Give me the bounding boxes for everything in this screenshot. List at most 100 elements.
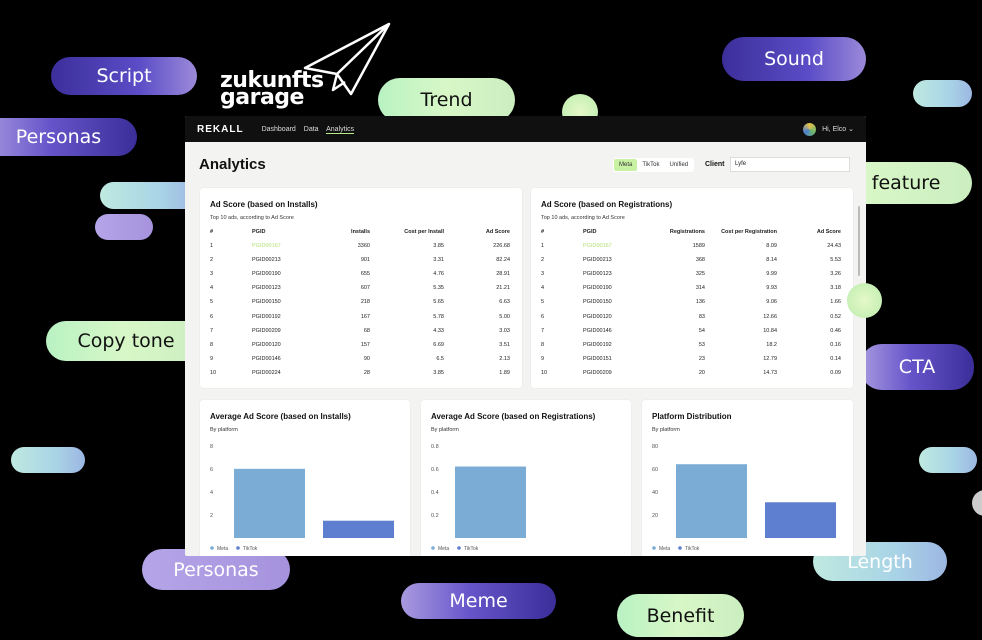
table-row[interactable]: 3 PGID00190 655 4.76 28.91: [210, 267, 510, 281]
cell-ad-score: 0.16: [830, 341, 841, 348]
table-row[interactable]: 8 PGID00192 53 18.2 0.16: [541, 338, 841, 352]
cell-count: 167: [360, 313, 370, 320]
cell-cost: 12.66: [763, 313, 777, 320]
cell-count: 3360: [357, 243, 370, 250]
cell-pgid: PGID00151: [583, 355, 612, 362]
cell-rank: 4: [210, 285, 214, 292]
client-select[interactable]: Lyfe: [730, 157, 850, 172]
table-row[interactable]: 1 PGID00167 1589 8.09 24.43: [541, 239, 841, 253]
cell-cost: 3.31: [433, 257, 444, 264]
cell-pgid: PGID00167: [252, 243, 281, 250]
cell-rank: 5: [541, 299, 545, 306]
legend-swatch: [457, 546, 461, 550]
pill-copy-tone: Copy tone: [46, 321, 206, 361]
bar-meta: [676, 464, 747, 538]
cell-count: 655: [360, 271, 370, 278]
table-row[interactable]: 10 PGID00224 28 3.85 1.89: [210, 366, 510, 380]
table-row[interactable]: 5 PGID00150 136 9.06 1.66: [541, 295, 841, 309]
nav-analytics[interactable]: Analytics: [326, 125, 355, 134]
cell-ad-score: 24.43: [827, 243, 841, 250]
chart-subtitle: By platform: [210, 427, 238, 433]
user-greeting: Hi, Elco ⌄: [822, 126, 854, 133]
table-row[interactable]: 1 PGID00167 3360 3.85 226.68: [210, 239, 510, 253]
table-row[interactable]: 3 PGID00123 325 9.99 3.26: [541, 267, 841, 281]
cell-rank: 2: [210, 257, 214, 264]
table-row[interactable]: 6 PGID00120 83 12.66 0.52: [541, 309, 841, 323]
cell-cost: 8.14: [766, 257, 777, 264]
cell-rank: 9: [541, 355, 545, 362]
page-title: Analytics: [199, 156, 266, 173]
cell-cost: 10.84: [763, 327, 777, 334]
legend-label: TikTok: [464, 546, 479, 552]
main-nav: Dashboard Data Analytics: [261, 125, 361, 134]
legend-label: Meta: [217, 546, 228, 552]
cell-ad-score: 82.24: [496, 257, 510, 264]
table-header-row: # PGID Registrations Cost per Registrati…: [541, 225, 841, 239]
cell-pgid: PGID00192: [583, 341, 612, 348]
table-row[interactable]: 8 PGID00120 157 6.69 3.51: [210, 338, 510, 352]
cell-cost: 18.2: [766, 341, 777, 348]
table-row[interactable]: 9 PGID00146 90 6.5 2.13: [210, 352, 510, 366]
chart-card-platform: Platform Distribution By platform 20 40 60…: [642, 400, 853, 556]
top-nav-bar: REKALL Dashboard Data Analytics Hi, Elco…: [185, 116, 866, 142]
bar-meta: [455, 466, 526, 538]
y-tick-label: 0.6: [431, 467, 439, 473]
cell-rank: 8: [541, 341, 545, 348]
table-row[interactable]: 2 PGID00213 901 3.31 82.24: [210, 253, 510, 267]
col-installs: Installs: [351, 229, 370, 235]
table-row[interactable]: 4 PGID00123 607 5.35 21.21: [210, 281, 510, 295]
table-row[interactable]: 7 PGID00209 68 4.33 3.03: [210, 324, 510, 338]
pill-sound: Sound: [722, 37, 866, 81]
cell-rank: 5: [210, 299, 214, 306]
bar-chart-platform: 20 40 60 80 Meta TikTok: [652, 444, 836, 552]
nav-data[interactable]: Data: [303, 125, 319, 133]
cell-rank: 7: [210, 327, 214, 334]
cell-pgid: PGID00224: [252, 369, 281, 376]
tab-unified[interactable]: Unified: [669, 162, 689, 168]
y-tick-label: 80: [652, 444, 658, 450]
cell-count: 68: [363, 327, 370, 334]
legend-swatch: [431, 546, 435, 550]
scrollbar-thumb[interactable]: [858, 206, 860, 276]
pill-script: Script: [51, 57, 197, 95]
cell-rank: 10: [541, 369, 548, 376]
registrations-card-title: Ad Score (based on Registrations): [541, 200, 673, 209]
bar-tiktok: [765, 502, 836, 538]
table-row[interactable]: 7 PGID00146 54 10.84 0.46: [541, 324, 841, 338]
cell-cost: 8.09: [766, 243, 777, 250]
table-row[interactable]: 2 PGID00213 368 8.14 5.53: [541, 253, 841, 267]
cell-ad-score: 5.53: [830, 257, 841, 264]
tab-tiktok[interactable]: TikTok: [642, 162, 660, 168]
cell-pgid: PGID00209: [252, 327, 281, 334]
table-row[interactable]: 5 PGID00150 218 5.65 6.63: [210, 295, 510, 309]
chart-title: Average Ad Score (based on Registrations…: [431, 412, 596, 421]
y-tick-label: 0.2: [431, 513, 439, 519]
tab-meta[interactable]: Meta: [614, 159, 638, 171]
cell-count: 607: [360, 285, 370, 292]
table-row[interactable]: 4 PGID00190 314 9.93 3.18: [541, 281, 841, 295]
pill-length: Length: [813, 542, 947, 581]
installs-table: # PGID Installs Cost per Install Ad Scor…: [210, 225, 510, 380]
cell-cost: 5.35: [433, 285, 444, 292]
table-row[interactable]: 10 PGID00209 20 14.73 0.09: [541, 366, 841, 380]
cell-ad-score: 3.26: [830, 271, 841, 278]
cell-pgid: PGID00192: [252, 313, 281, 320]
client-label: Client: [705, 161, 725, 168]
col-rank: #: [541, 229, 545, 235]
cell-count: 53: [698, 341, 705, 348]
table-row[interactable]: 9 PGID00151 23 12.79 0.14: [541, 352, 841, 366]
cell-count: 136: [695, 299, 705, 306]
cell-count: 90: [363, 355, 370, 362]
user-menu[interactable]: Hi, Elco ⌄: [803, 122, 854, 136]
installs-card-title: Ad Score (based on Installs): [210, 200, 318, 209]
zukunftsgarage-logo: zukunfts garage: [220, 68, 324, 110]
cell-pgid: PGID00120: [583, 313, 612, 320]
cell-pgid: PGID00150: [252, 299, 281, 306]
bar-chart-installs: 2 4 6 8 Meta TikTok: [210, 444, 394, 552]
cell-pgid: PGID00213: [583, 257, 612, 264]
y-tick-label: 40: [652, 490, 658, 496]
cell-ad-score: 1.89: [499, 369, 510, 376]
cell-cost: 14.73: [763, 369, 777, 376]
nav-dashboard[interactable]: Dashboard: [261, 125, 296, 133]
table-row[interactable]: 6 PGID00192 167 5.78 5.00: [210, 309, 510, 323]
